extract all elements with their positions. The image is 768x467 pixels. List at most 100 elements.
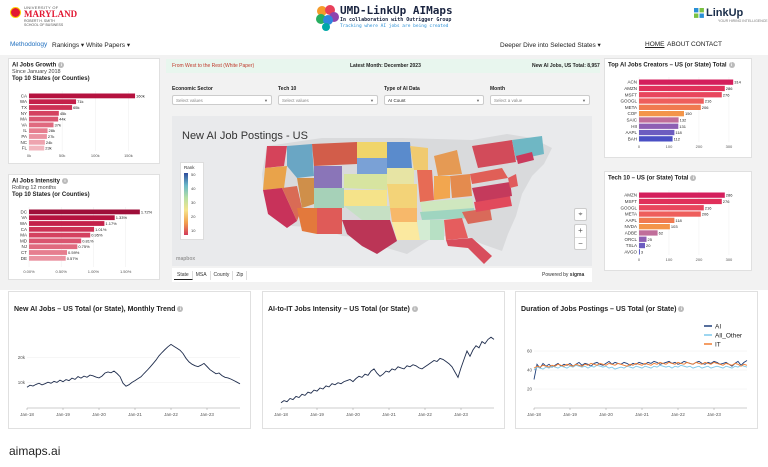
- bar: [29, 99, 77, 105]
- state-ky[interactable]: [420, 198, 474, 212]
- info-icon[interactable]: i: [678, 306, 685, 313]
- state-sd[interactable]: [357, 158, 387, 174]
- state-nj[interactable]: [508, 174, 518, 188]
- bar-value-label: 216: [705, 205, 712, 210]
- info-icon[interactable]: i: [177, 306, 184, 313]
- state-ma[interactable]: [516, 152, 534, 164]
- us-choropleth[interactable]: [172, 116, 592, 266]
- state-va[interactable]: [472, 182, 512, 202]
- state-az[interactable]: [297, 208, 317, 234]
- state-ne[interactable]: [344, 174, 387, 190]
- tab-zip[interactable]: Zip: [233, 271, 248, 280]
- state-ms[interactable]: [417, 220, 430, 240]
- crosshair-icon[interactable]: ⌖: [574, 208, 587, 221]
- umd-logo-text[interactable]: MARYLAND: [24, 9, 78, 19]
- bar: [639, 85, 725, 92]
- state-ca[interactable]: [263, 188, 297, 228]
- state-nv[interactable]: [282, 186, 302, 221]
- state-ny[interactable]: [472, 140, 516, 168]
- info-icon[interactable]: i: [411, 306, 418, 313]
- info-icon[interactable]: i: [62, 178, 69, 184]
- state-in[interactable]: [434, 176, 450, 200]
- state-id[interactable]: [287, 144, 314, 178]
- us-map[interactable]: New AI Job Postings - US Rank 50 40 30 2…: [172, 116, 592, 266]
- series-line: [280, 336, 495, 404]
- powered-by: Powered by sigma: [542, 272, 584, 278]
- state-new-england[interactable]: [512, 136, 544, 160]
- bar: [29, 232, 91, 238]
- state-wi[interactable]: [410, 146, 428, 170]
- state-sc[interactable]: [462, 208, 492, 224]
- nav-deeper-dive-dropdown[interactable]: Deeper Dive into Selected States ▾: [500, 42, 601, 49]
- nav-rankings-dropdown[interactable]: Rankings ▾: [52, 42, 85, 49]
- select-value: AI Count: [388, 98, 406, 103]
- bar: [29, 128, 48, 134]
- linkup-logo-text[interactable]: LinkUp: [706, 7, 744, 19]
- nav-methodology[interactable]: Methodology: [10, 41, 48, 48]
- nav-home[interactable]: HOME: [645, 41, 665, 48]
- state-nc[interactable]: [474, 196, 512, 212]
- state-wy[interactable]: [314, 166, 342, 188]
- bar-label: ACN: [627, 80, 637, 85]
- state-ut[interactable]: [297, 178, 314, 208]
- state-wa[interactable]: [265, 146, 287, 168]
- nav-contact[interactable]: CONTACT: [691, 41, 722, 48]
- state-mt[interactable]: [312, 142, 357, 166]
- legend-tick: 30: [191, 200, 196, 205]
- site-url[interactable]: aimaps.ai: [9, 444, 61, 458]
- info-icon[interactable]: i: [728, 62, 735, 68]
- month-select[interactable]: Select a value ▼: [490, 95, 590, 105]
- state-ga[interactable]: [444, 218, 468, 240]
- state-oh[interactable]: [450, 174, 472, 198]
- tab-state[interactable]: State: [174, 271, 193, 280]
- info-icon[interactable]: i: [58, 62, 65, 68]
- tech10-select[interactable]: Select values ▼: [278, 95, 378, 105]
- y-tick-label: 20: [527, 387, 533, 392]
- state-nd[interactable]: [357, 142, 387, 158]
- state-tx[interactable]: [342, 220, 397, 254]
- series-line-ai: [533, 360, 748, 380]
- filter-month: Month Select a value ▼: [490, 86, 590, 105]
- tech10-bar-chart: 0 100 200 300 AMZN 286 MSFT 276 GOOGL 216 META 206 A…: [620, 190, 733, 262]
- zoom-out-icon[interactable]: −: [578, 239, 583, 248]
- state-al[interactable]: [430, 220, 444, 240]
- state-pa[interactable]: [470, 168, 508, 184]
- zoom-in-icon[interactable]: +: [575, 225, 586, 238]
- state-la[interactable]: [392, 222, 420, 240]
- info-icon[interactable]: i: [690, 175, 697, 181]
- state-il[interactable]: [417, 170, 434, 202]
- x-tick-label: Jan-22: [418, 412, 432, 417]
- economic-sector-select[interactable]: Select values ▼: [172, 95, 272, 105]
- intensity-title-wrap: AI Jobs Intensity i: [12, 178, 69, 185]
- x-tick-label: Jan-21: [635, 412, 649, 417]
- white-paper-link[interactable]: From West to the Rest (White Paper): [172, 63, 255, 69]
- state-nm[interactable]: [317, 208, 342, 234]
- state-or[interactable]: [263, 166, 287, 190]
- filter-label: Type of AI Data: [384, 86, 420, 92]
- bar-value-label: 20: [646, 243, 651, 248]
- state-mo[interactable]: [387, 184, 417, 208]
- bar-value-label: 216: [705, 99, 712, 104]
- state-mn[interactable]: [387, 142, 412, 168]
- bar-label: COF: [628, 111, 638, 116]
- nav-white-papers-dropdown[interactable]: White Papers ▾: [86, 42, 131, 49]
- tech10-title-wrap: Tech 10 – US (or State) Total i: [608, 175, 697, 182]
- nav-about[interactable]: ABOUT: [667, 41, 690, 48]
- bar-value-label: 0.75%: [78, 244, 90, 249]
- state-fl[interactable]: [446, 238, 492, 264]
- state-ks[interactable]: [344, 190, 387, 206]
- bar-value-label: 62: [659, 231, 664, 236]
- state-co[interactable]: [314, 188, 344, 208]
- state-mi[interactable]: [434, 150, 462, 176]
- state-tn[interactable]: [420, 208, 476, 220]
- tab-county[interactable]: County: [211, 271, 234, 280]
- bar-value-label: 206: [702, 212, 709, 217]
- filter-economic-sector: Economic Sector Select values ▼: [172, 86, 272, 105]
- monthly-trend-line-chart: 10k 20k Jan-18 Jan-19 Jan-20 Jan-21 Jan-22 Jan-…: [18, 343, 241, 417]
- bar-label: CA: [21, 93, 27, 98]
- tab-msa[interactable]: MSA: [193, 271, 211, 280]
- state-ar[interactable]: [390, 208, 417, 222]
- state-ia[interactable]: [387, 168, 414, 184]
- state-ok[interactable]: [344, 206, 390, 220]
- ai-data-type-select[interactable]: AI Count ▼: [384, 95, 484, 105]
